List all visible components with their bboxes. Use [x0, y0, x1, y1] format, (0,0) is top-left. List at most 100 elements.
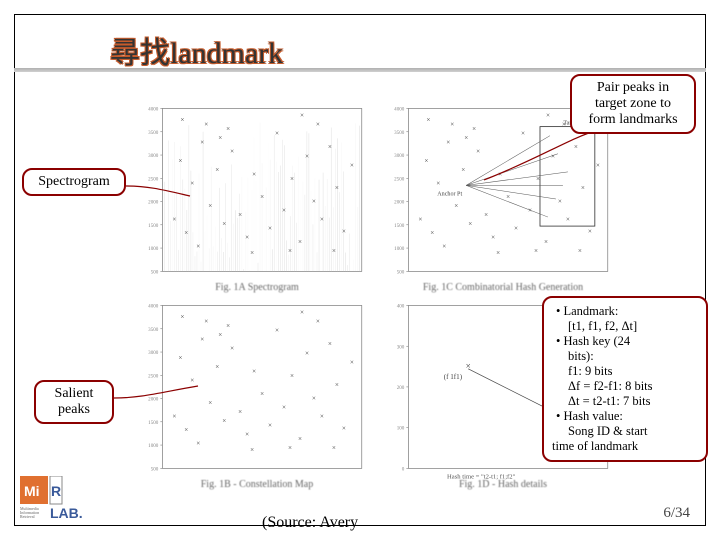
caption-c: Fig. 1C Combinatorial Hash Generation — [386, 282, 620, 293]
svg-text:×: × — [268, 225, 272, 233]
svg-text:×: × — [350, 358, 354, 366]
svg-text:×: × — [290, 175, 294, 183]
svg-text:×: × — [222, 220, 226, 228]
svg-text:×: × — [288, 444, 292, 452]
svg-text:×: × — [184, 229, 188, 237]
svg-text:×: × — [316, 121, 320, 129]
svg-text:3000: 3000 — [148, 153, 159, 159]
svg-text:×: × — [442, 243, 446, 251]
svg-text:×: × — [342, 227, 346, 235]
svg-text:400: 400 — [397, 304, 405, 310]
svg-text:×: × — [298, 435, 302, 443]
svg-text:×: × — [290, 372, 294, 380]
svg-text:0: 0 — [402, 466, 405, 472]
svg-text:×: × — [454, 202, 458, 210]
notes-line: [t1, f1, f2, Δt] — [552, 319, 698, 334]
caption-d: Fig. 1D - Hash details — [386, 479, 620, 490]
callout-salient-peaks: Salient peaks — [34, 380, 114, 424]
svg-text:×: × — [226, 322, 230, 330]
svg-text:×: × — [275, 130, 279, 138]
svg-text:500: 500 — [151, 269, 159, 275]
svg-text:×: × — [268, 422, 272, 430]
svg-text:×: × — [418, 216, 422, 224]
svg-text:×: × — [534, 247, 538, 255]
svg-text:×: × — [566, 216, 570, 224]
svg-text:×: × — [238, 408, 242, 416]
svg-text:1000: 1000 — [394, 246, 405, 252]
svg-text:3000: 3000 — [148, 350, 159, 356]
svg-text:×: × — [260, 193, 264, 201]
svg-text:×: × — [332, 247, 336, 255]
svg-text:×: × — [250, 249, 254, 257]
svg-text:×: × — [282, 404, 286, 412]
svg-text:×: × — [464, 134, 468, 142]
title-underline — [14, 68, 706, 72]
notes-line: time of landmark — [552, 439, 698, 454]
svg-text:×: × — [180, 116, 184, 124]
svg-text:×: × — [252, 170, 256, 178]
svg-text:×: × — [544, 238, 548, 246]
notes-box: • Landmark:[t1, f1, f2, Δt]• Hash key (2… — [542, 296, 708, 462]
svg-text:3500: 3500 — [148, 130, 159, 136]
svg-text:×: × — [430, 229, 434, 237]
svg-text:×: × — [320, 216, 324, 224]
svg-text:1500: 1500 — [148, 223, 159, 229]
svg-text:LAB.: LAB. — [50, 505, 83, 520]
svg-text:×: × — [546, 112, 550, 120]
svg-text:×: × — [350, 161, 354, 169]
page-number: 6/34 — [663, 505, 690, 522]
svg-text:×: × — [305, 349, 309, 357]
svg-text:×: × — [484, 211, 488, 219]
svg-text:×: × — [588, 227, 592, 235]
svg-text:×: × — [335, 381, 339, 389]
svg-text:×: × — [200, 336, 204, 344]
svg-text:100: 100 — [397, 426, 405, 432]
svg-text:×: × — [450, 121, 454, 129]
svg-text:R: R — [51, 483, 61, 499]
svg-text:4000: 4000 — [148, 107, 159, 113]
notes-line: • Hash key (24 — [552, 334, 698, 349]
svg-text:×: × — [328, 143, 332, 151]
callout-spectrogram: Spectrogram — [22, 168, 126, 196]
svg-text:×: × — [204, 121, 208, 129]
svg-text:×: × — [172, 216, 176, 224]
svg-text:×: × — [316, 318, 320, 326]
svg-text:×: × — [238, 211, 242, 219]
svg-text:×: × — [320, 413, 324, 421]
svg-text:500: 500 — [397, 269, 405, 275]
svg-text:×: × — [312, 394, 316, 402]
svg-text:×: × — [468, 220, 472, 228]
svg-text:×: × — [335, 184, 339, 192]
page-title: 尋找landmark — [110, 28, 283, 72]
svg-text:×: × — [275, 327, 279, 335]
source-text: (Source: Avery — [262, 514, 358, 532]
callout-pair-peaks: Pair peaks in target zone to form landma… — [570, 74, 696, 134]
caption-b: Fig. 1B - Constellation Map — [140, 479, 374, 490]
svg-text:1500: 1500 — [394, 223, 405, 229]
notes-line: • Hash value: — [552, 409, 698, 424]
svg-text:×: × — [298, 238, 302, 246]
svg-text:200: 200 — [397, 385, 405, 391]
svg-text:1500: 1500 — [148, 420, 159, 426]
svg-text:×: × — [252, 367, 256, 375]
notes-line: Song ID & start — [552, 424, 698, 439]
notes-line: • Landmark: — [552, 304, 698, 319]
svg-text:1000: 1000 — [148, 443, 159, 449]
svg-text:×: × — [250, 446, 254, 454]
svg-text:×: × — [300, 112, 304, 120]
svg-text:×: × — [178, 157, 182, 165]
svg-text:×: × — [208, 202, 212, 210]
svg-text:×: × — [222, 417, 226, 425]
svg-text:×: × — [426, 116, 430, 124]
svg-text:×: × — [424, 157, 428, 165]
notes-line: Δf = f2-f1: 8 bits — [552, 379, 698, 394]
svg-text:×: × — [514, 225, 518, 233]
notes-line: bits): — [552, 349, 698, 364]
svg-text:×: × — [204, 318, 208, 326]
svg-text:3500: 3500 — [148, 327, 159, 333]
svg-text:×: × — [218, 331, 222, 339]
caption-a: Fig. 1A Spectrogram — [140, 282, 374, 293]
svg-text:×: × — [491, 234, 495, 242]
svg-text:×: × — [245, 431, 249, 439]
svg-text:×: × — [446, 139, 450, 147]
